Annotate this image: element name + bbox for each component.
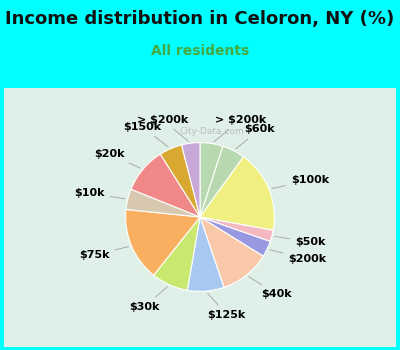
Text: $150k: $150k [123, 122, 168, 147]
Wedge shape [200, 217, 263, 287]
Text: City-Data.com: City-Data.com [180, 127, 244, 136]
Wedge shape [187, 217, 224, 291]
Text: All residents: All residents [151, 44, 249, 58]
Wedge shape [200, 146, 244, 217]
Text: $60k: $60k [236, 124, 275, 149]
Text: > $200k: > $200k [214, 115, 266, 142]
Wedge shape [182, 143, 200, 217]
Text: $30k: $30k [130, 287, 168, 312]
Text: $200k: $200k [270, 250, 327, 264]
Wedge shape [126, 189, 200, 217]
Wedge shape [200, 157, 274, 230]
Wedge shape [131, 154, 200, 217]
Wedge shape [200, 217, 270, 256]
Text: $20k: $20k [94, 149, 140, 168]
Text: $40k: $40k [249, 276, 292, 299]
Text: $125k: $125k [208, 293, 246, 320]
Text: Income distribution in Celoron, NY (%): Income distribution in Celoron, NY (%) [5, 10, 395, 28]
Wedge shape [160, 145, 200, 217]
Text: $75k: $75k [79, 246, 129, 260]
FancyBboxPatch shape [0, 82, 400, 350]
Wedge shape [200, 217, 273, 241]
Text: $50k: $50k [275, 236, 325, 247]
Wedge shape [200, 143, 223, 217]
Wedge shape [126, 209, 200, 275]
Text: > $200k: > $200k [136, 114, 188, 141]
Text: $10k: $10k [74, 188, 125, 199]
Wedge shape [154, 217, 200, 290]
Text: $100k: $100k [272, 175, 329, 189]
